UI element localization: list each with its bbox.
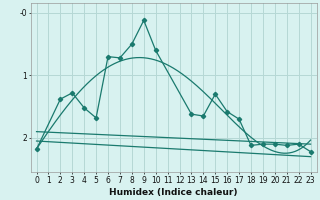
X-axis label: Humidex (Indice chaleur): Humidex (Indice chaleur) bbox=[109, 188, 238, 197]
